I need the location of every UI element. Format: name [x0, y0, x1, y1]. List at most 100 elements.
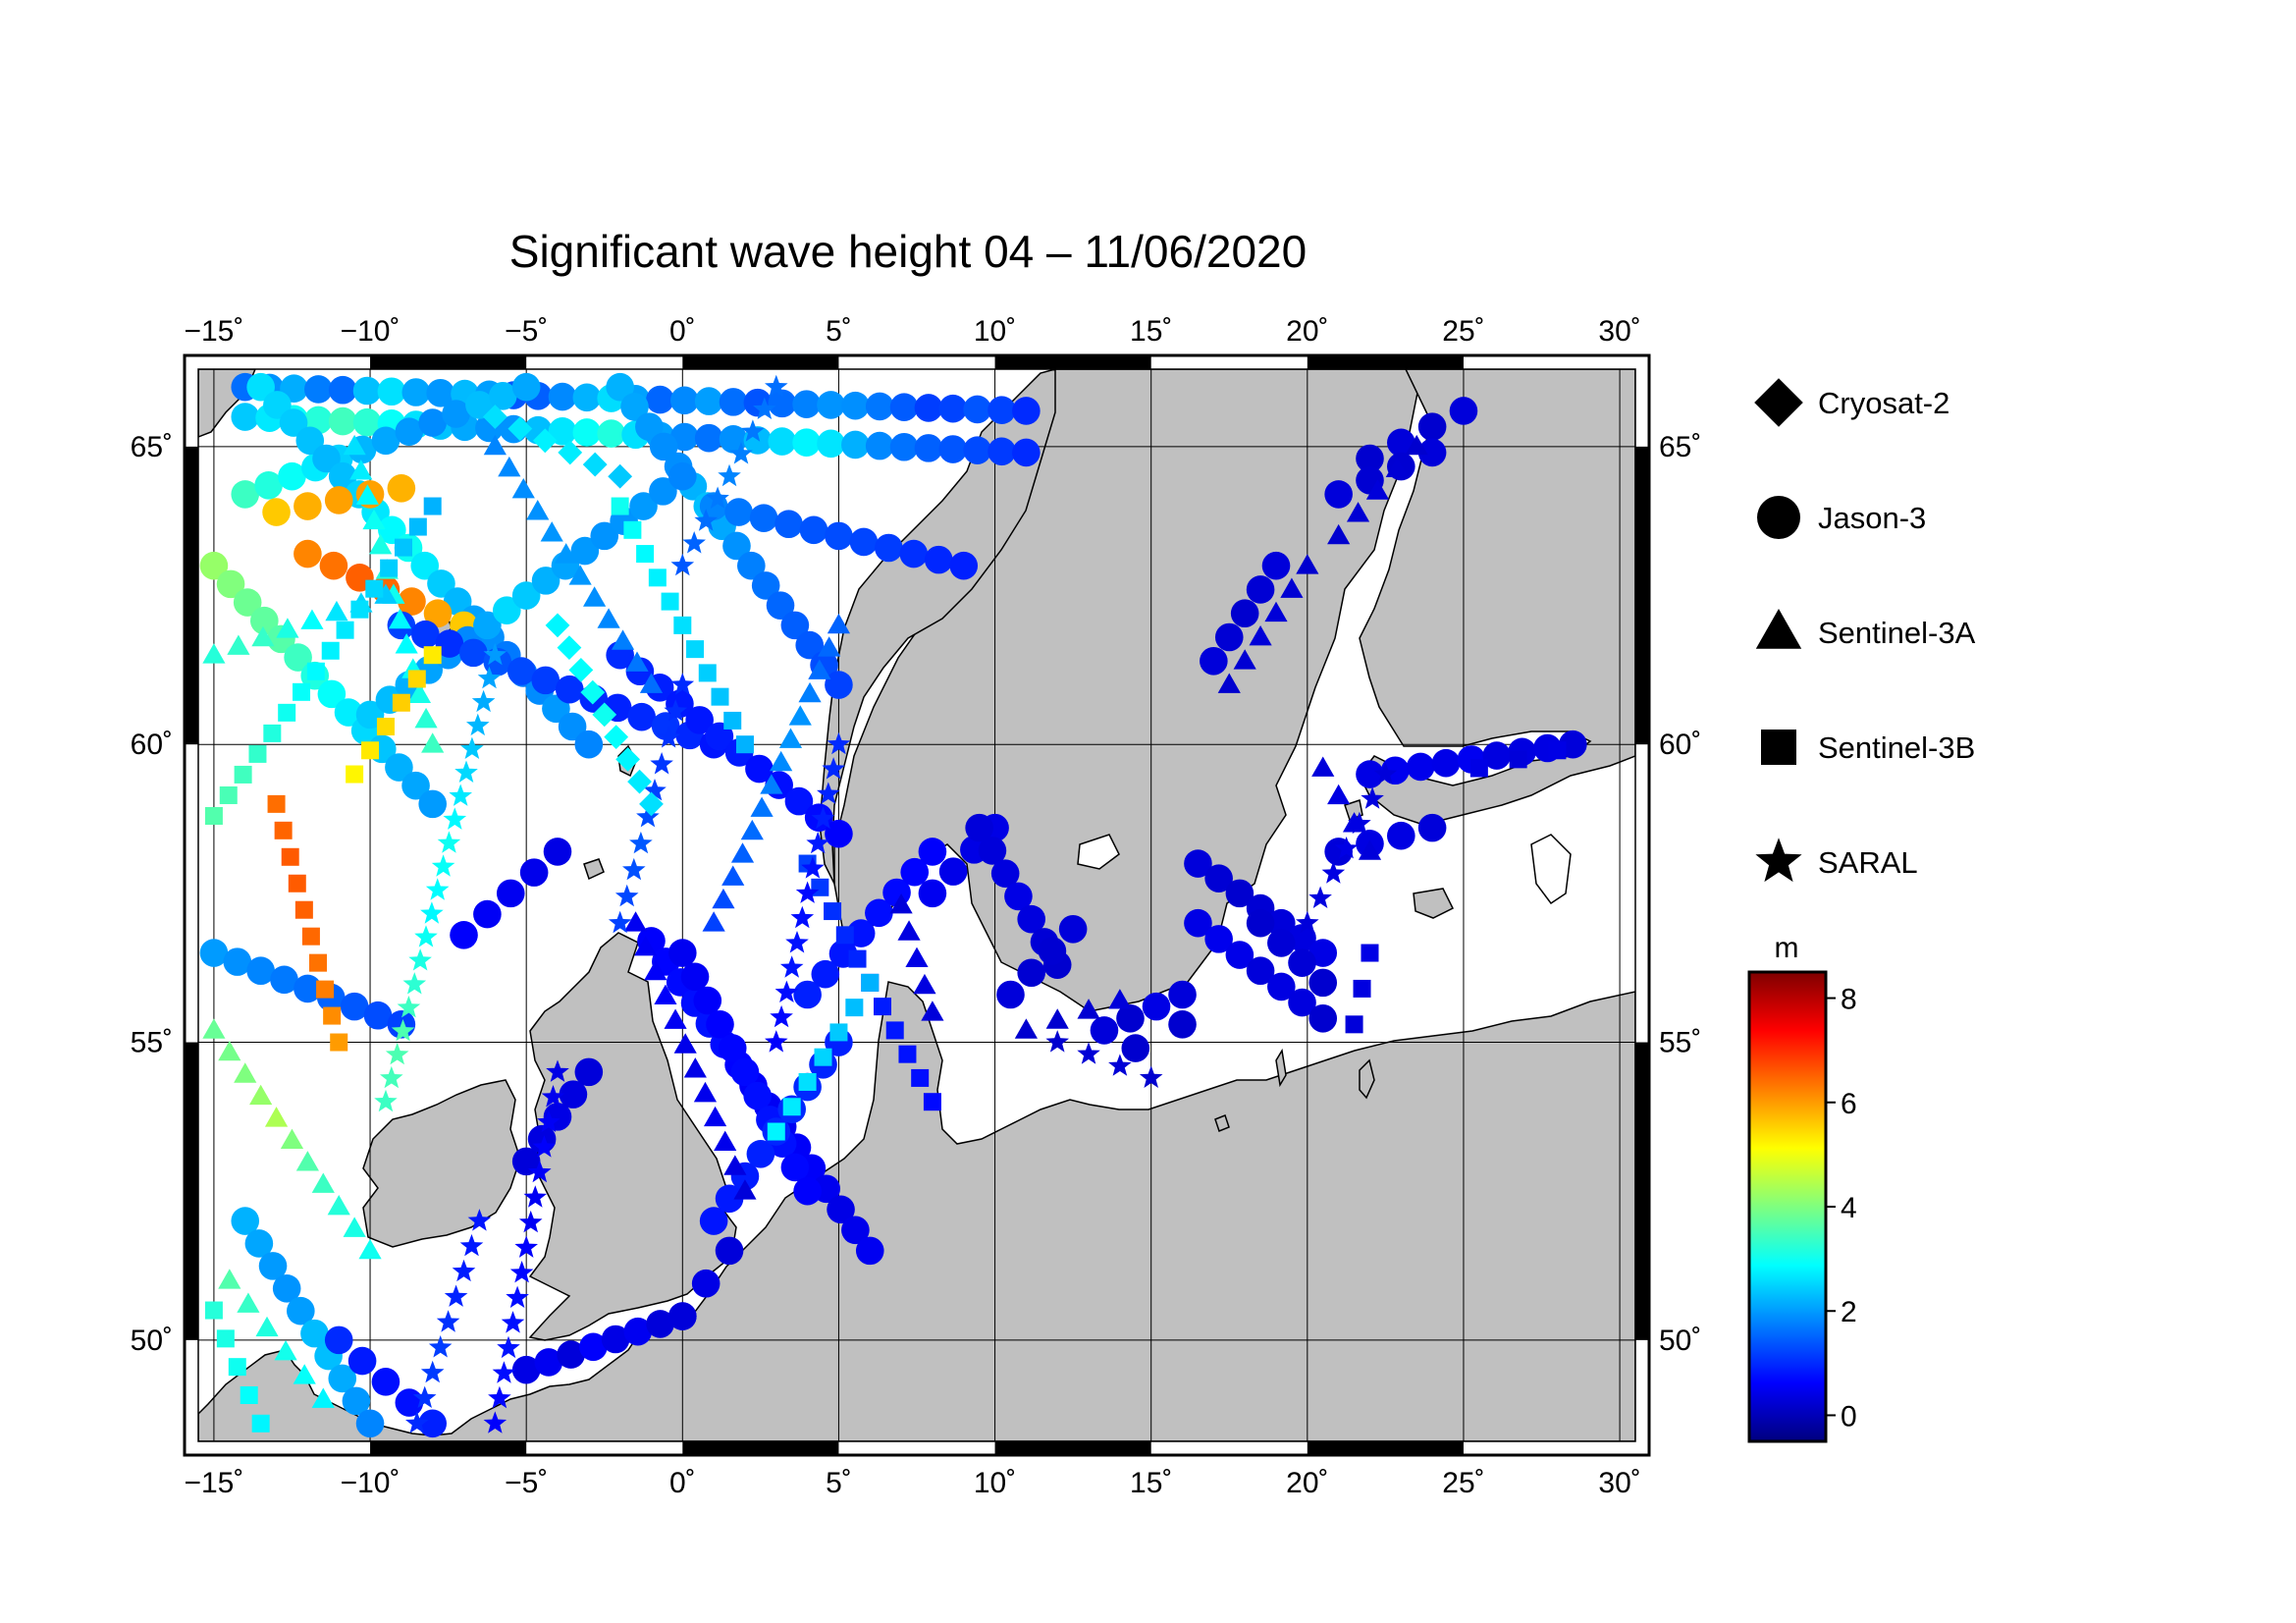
swh-point-circle	[1230, 599, 1259, 628]
swh-point-square	[321, 641, 340, 660]
swh-point-circle	[1200, 646, 1228, 676]
swh-point-star	[1334, 837, 1359, 859]
legend-triangle-icon	[1755, 609, 1802, 649]
swh-point-star	[765, 1030, 788, 1053]
swh-point-circle	[355, 1409, 385, 1438]
swh-point-triangle	[343, 1217, 366, 1237]
swh-point-square	[240, 1385, 258, 1404]
swh-point-triangle	[798, 681, 822, 703]
swh-point-star	[412, 1385, 437, 1408]
swh-point-diamond	[582, 452, 608, 477]
lat-tick-label-left: 55˚	[131, 1027, 173, 1059]
swh-point-circle	[889, 393, 919, 421]
swh-point-circle	[231, 403, 260, 431]
swh-point-circle	[418, 1409, 447, 1438]
swh-point-square	[824, 902, 842, 921]
swh-point-triangle	[921, 1001, 944, 1021]
swh-point-circle	[287, 1296, 315, 1325]
swh-point-square	[885, 1021, 904, 1040]
swh-point-circle	[597, 419, 626, 448]
satellite-legend: Cryosat-2 Jason-3 Sentinel-3A Sentinel-3B SA…	[1754, 378, 1976, 883]
swh-point-star	[774, 980, 799, 1002]
swh-point-circle	[715, 1184, 744, 1214]
swh-point-circle	[295, 426, 325, 456]
swh-point-circle	[914, 434, 943, 462]
frame-bar-left	[185, 1042, 198, 1340]
swh-point-circle	[1225, 941, 1255, 969]
swh-point-triangle	[264, 1107, 289, 1127]
lon-tick-label-bottom: −5˚	[505, 1467, 548, 1499]
swh-point-circle	[649, 477, 677, 506]
swh-point-star	[528, 1160, 552, 1183]
swh-point-triangle	[1280, 577, 1304, 598]
swh-point-circle	[450, 921, 478, 949]
swh-point-circle	[1225, 879, 1255, 908]
lon-tick-label-bottom: −10˚	[341, 1467, 400, 1499]
swh-point-star	[608, 910, 632, 934]
swh-point-circle	[768, 427, 797, 456]
swh-point-circle	[548, 382, 577, 411]
swh-point-triangle	[355, 484, 379, 505]
swh-point-circle	[680, 962, 710, 992]
colorbar: m 0 2 4 6 8	[1747, 932, 1857, 1443]
swh-point-circle	[1308, 939, 1338, 967]
swh-point-triangle	[644, 959, 667, 981]
swh-point-circle	[263, 391, 292, 419]
swh-point-square	[306, 662, 325, 680]
swh-point-star	[444, 1284, 468, 1307]
swh-point-circle	[272, 1273, 301, 1303]
swh-point-triangle	[639, 673, 664, 693]
swh-point-square	[1469, 759, 1488, 778]
lon-tick-label-top: 0˚	[669, 315, 696, 348]
swh-point-triangle	[703, 1106, 727, 1127]
colorbar-tick-label: 8	[1841, 984, 1857, 1016]
swh-point-circle	[724, 498, 753, 526]
swh-point-circle	[737, 551, 766, 580]
swh-point-square	[661, 592, 679, 611]
swh-point-circle	[795, 630, 825, 660]
swh-point-triangle	[1327, 784, 1351, 805]
swh-point-circle	[473, 611, 502, 640]
swh-point-star	[509, 1261, 534, 1283]
swh-point-circle	[558, 712, 587, 741]
swh-point-circle	[304, 375, 333, 404]
swh-point-circle	[865, 431, 894, 460]
swh-point-circle	[340, 992, 369, 1021]
swh-point-star	[497, 1335, 520, 1359]
map-frame	[183, 353, 1651, 1457]
swh-point-circle	[1449, 397, 1478, 425]
swh-point-triangle	[407, 682, 432, 704]
legend-entry: Sentinel-3B	[1761, 730, 1975, 765]
swh-point-circle	[254, 471, 283, 500]
lon-tick-label-top: −5˚	[505, 315, 548, 348]
swh-point-triangle	[721, 865, 745, 886]
swh-point-circle	[1288, 948, 1316, 977]
swh-point-star	[428, 1335, 453, 1358]
swh-point-star	[437, 831, 461, 853]
swh-point-star	[694, 509, 718, 531]
swh-point-circle	[1288, 988, 1316, 1017]
swh-point-square	[248, 744, 267, 763]
swh-point-triangle	[770, 750, 793, 772]
swh-point-star	[729, 442, 753, 464]
swh-point-triangle	[202, 1018, 226, 1039]
swh-point-circle	[865, 392, 894, 421]
swh-point-circle	[646, 385, 674, 414]
swh-point-triangle	[1405, 434, 1428, 456]
swh-point-circle	[646, 1310, 674, 1338]
swh-point-star	[414, 925, 438, 947]
swh-point-circle	[543, 838, 572, 866]
lon-tick-label-bottom: 25˚	[1442, 1467, 1484, 1499]
swh-point-triangle	[702, 911, 725, 932]
swh-point-triangle	[750, 796, 774, 817]
swh-point-square	[623, 520, 642, 539]
swh-point-circle	[900, 857, 930, 887]
swh-point-circle	[1356, 444, 1384, 473]
swh-point-circle	[685, 706, 714, 734]
swh-point-circle	[411, 620, 440, 649]
legend-circle-icon	[1757, 496, 1800, 539]
swh-point-circle	[799, 515, 828, 545]
swh-point-circle	[534, 1348, 563, 1377]
lon-tick-label-top: 25˚	[1442, 315, 1484, 348]
swh-point-star	[718, 463, 741, 487]
